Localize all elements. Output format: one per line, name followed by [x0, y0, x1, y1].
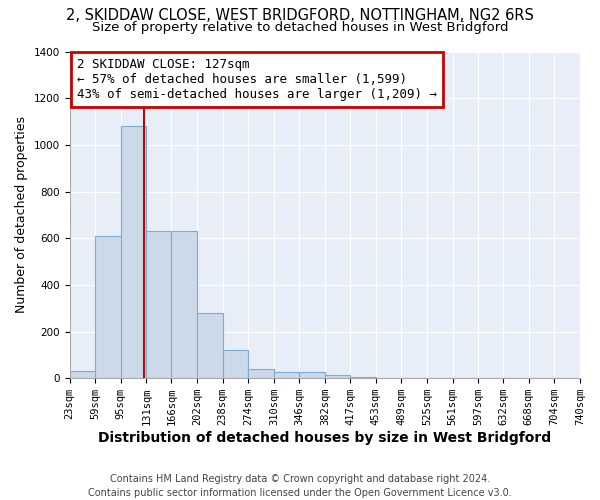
Bar: [325, 374, 350, 378]
Bar: [197, 313, 223, 378]
Bar: [248, 369, 274, 378]
Bar: [299, 372, 325, 378]
Bar: [95, 236, 121, 378]
Bar: [121, 126, 146, 378]
Bar: [350, 377, 376, 378]
Y-axis label: Number of detached properties: Number of detached properties: [15, 116, 28, 314]
Bar: [172, 231, 197, 378]
Text: Contains HM Land Registry data © Crown copyright and database right 2024.
Contai: Contains HM Land Registry data © Crown c…: [88, 474, 512, 498]
Bar: [223, 350, 248, 378]
Bar: [274, 372, 299, 378]
Bar: [70, 371, 95, 378]
Text: Size of property relative to detached houses in West Bridgford: Size of property relative to detached ho…: [92, 21, 508, 34]
Bar: [146, 231, 172, 378]
Text: 2, SKIDDAW CLOSE, WEST BRIDGFORD, NOTTINGHAM, NG2 6RS: 2, SKIDDAW CLOSE, WEST BRIDGFORD, NOTTIN…: [66, 8, 534, 22]
Text: 2 SKIDDAW CLOSE: 127sqm
← 57% of detached houses are smaller (1,599)
43% of semi: 2 SKIDDAW CLOSE: 127sqm ← 57% of detache…: [77, 58, 437, 101]
X-axis label: Distribution of detached houses by size in West Bridgford: Distribution of detached houses by size …: [98, 431, 551, 445]
